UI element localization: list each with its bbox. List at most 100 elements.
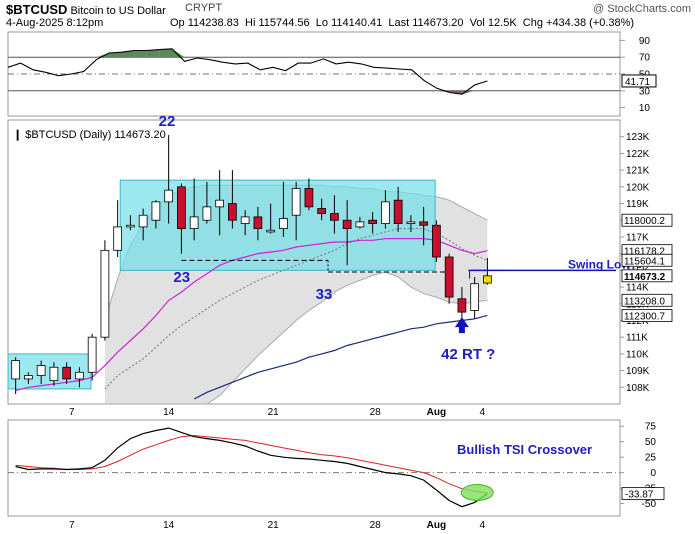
- change-value: Chg +434.38 (+0.38%): [522, 17, 635, 29]
- candle-body: [240, 216, 250, 224]
- tsi-x-label: 21: [268, 520, 280, 531]
- candle-body: [113, 226, 123, 251]
- candle-body: [444, 256, 454, 298]
- price-x-label: 4: [480, 407, 486, 418]
- candle-body: [164, 189, 174, 203]
- candle-body: [62, 366, 72, 380]
- price-tick-label: 109K: [626, 366, 650, 377]
- tsi-panel-frame: [7, 419, 621, 517]
- price-value-label: 113208.0: [624, 296, 665, 307]
- high-value: Hi 115744.56: [245, 17, 310, 29]
- tsi-tick-label: 75: [645, 422, 657, 433]
- rsi-tick-label: 10: [639, 103, 651, 114]
- candle-body: [355, 221, 365, 228]
- candle-body: [279, 218, 288, 229]
- candle-body: [215, 199, 225, 208]
- rsi-overbought-fill: [108, 52, 122, 58]
- candle-body: [126, 224, 135, 228]
- annotation-22: 22: [159, 113, 176, 130]
- rsi-value-label: 41.71: [625, 77, 650, 88]
- tsi-signal-line: [15, 434, 488, 494]
- candle-body: [100, 249, 110, 338]
- price-value-label: 112300.7: [624, 311, 665, 322]
- price-value-label: 118000.2: [624, 216, 665, 227]
- price-value-box: [621, 253, 673, 267]
- ema20-line: [15, 238, 488, 392]
- symbol-title: $BTCUSD Bitcoin to US Dollar: [6, 2, 166, 17]
- tsi-value-box: [621, 487, 665, 501]
- candle-body: [138, 214, 148, 228]
- candle-body: [24, 375, 33, 380]
- price-value-label: 116178.2: [624, 247, 665, 258]
- watermark: @ StockCharts.com: [593, 3, 691, 15]
- candle-body: [228, 203, 237, 221]
- candle-body: [87, 336, 97, 373]
- open-value: Op 114238.83: [170, 17, 239, 29]
- annotation-42-rt: 42 RT ?: [441, 346, 495, 363]
- tsi-tick-label: 50: [645, 437, 657, 448]
- price-x-label: 14: [163, 407, 175, 418]
- candle-body: [330, 213, 339, 221]
- candle-body: [419, 221, 429, 226]
- bollinger-lower-line: [104, 271, 488, 405]
- price-tick-label: 114K: [626, 283, 649, 294]
- candle-body: [393, 199, 403, 224]
- price-value-box: [621, 293, 673, 307]
- rsi-line: [7, 48, 488, 95]
- candle-body: [342, 219, 352, 229]
- tsi-line: [15, 427, 488, 508]
- rsi-value-box: [621, 74, 657, 88]
- candle-body: [304, 188, 314, 208]
- sma50-line: [193, 314, 488, 400]
- candle-body: [202, 206, 212, 221]
- price-tick-label: 122K: [626, 149, 650, 160]
- candle-body: [368, 219, 378, 224]
- consolidation-box: [7, 353, 92, 390]
- candle-body: [291, 188, 301, 216]
- tsi-tick-label: 25: [645, 453, 657, 464]
- price-value-box: [621, 213, 673, 227]
- annotation-swing-low: Swing Low: [568, 258, 631, 272]
- price-tick-label: 123K: [626, 132, 650, 143]
- low-value: Lo 114140.41: [315, 17, 383, 29]
- candle-body: [381, 201, 390, 224]
- rsi-tick-label: 30: [639, 86, 651, 97]
- rsi-tick-label: 70: [639, 53, 651, 64]
- tsi-x-label: 4: [480, 520, 486, 531]
- price-x-label: 28: [370, 407, 382, 418]
- price-tick-label: 121K: [626, 166, 650, 177]
- rsi-overbought-fill: [96, 53, 109, 58]
- price-tick-label: 111K: [626, 333, 648, 344]
- candle-body: [432, 224, 441, 258]
- price-tick-label: 110K: [626, 349, 649, 360]
- rsi-overbought-fill: [159, 48, 173, 58]
- candle-body: [36, 365, 46, 377]
- symbol: $BTCUSD: [6, 2, 68, 17]
- rsi-overbought-fill: [146, 49, 160, 58]
- price-value-box: [621, 309, 673, 322]
- candle-body: [266, 229, 276, 233]
- price-tick-label: 117K: [626, 232, 649, 243]
- crossover-highlight: [460, 483, 494, 501]
- price-x-label: Aug: [427, 407, 446, 418]
- rsi-tick-label: 90: [639, 36, 651, 47]
- annotation-33: 33: [316, 286, 333, 303]
- price-tick-label: 120K: [626, 182, 650, 193]
- consolidation-box: [119, 179, 436, 271]
- rsi-overbought-fill: [172, 48, 185, 58]
- tsi-tick-label: -50: [642, 499, 657, 510]
- ohlc-readout: Op 114238.83 Hi 115744.56 Lo 114140.41 L…: [170, 17, 634, 29]
- candle-body: [253, 216, 263, 229]
- price-value-label: 115604.1: [624, 256, 665, 267]
- volume-value: Vol 12.5K: [469, 17, 517, 29]
- price-value-box: [621, 269, 673, 283]
- price-x-label: 7: [69, 407, 75, 418]
- tsi-x-label: Aug: [427, 520, 446, 531]
- candle-body: [317, 208, 327, 214]
- price-value-label: 114673.2: [624, 272, 666, 283]
- candle-body: [177, 186, 186, 229]
- price-panel-legend: ❙ $BTCUSD (Daily) 114673.20: [13, 129, 166, 141]
- tsi-tick-label: 0: [650, 468, 656, 479]
- last-value: Last 114673.20: [388, 17, 464, 29]
- exchange: CRYPT: [185, 2, 223, 14]
